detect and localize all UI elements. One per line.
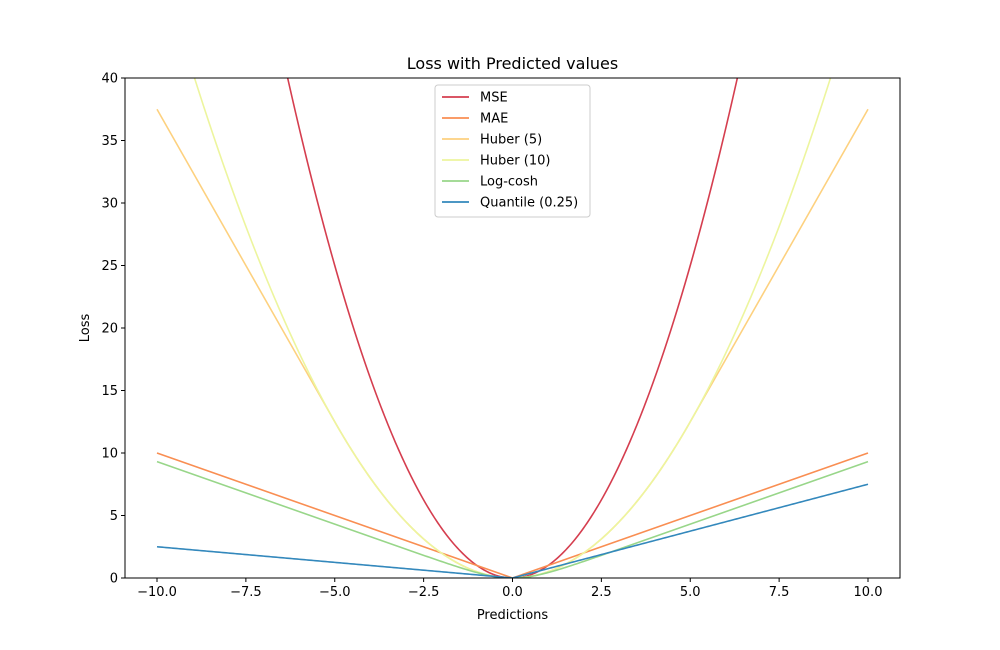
x-tick-label: 7.5 — [769, 585, 790, 600]
x-tick-label: 5.0 — [680, 585, 701, 600]
y-tick-label: 15 — [101, 384, 118, 399]
legend-entry-2: Huber (5) — [480, 133, 542, 148]
y-tick-label: 10 — [101, 447, 118, 462]
series-line-5 — [156, 483, 869, 578]
y-tick-label: 20 — [101, 322, 118, 337]
y-tick-label: 30 — [101, 197, 118, 212]
legend-entry-0: MSE — [480, 91, 508, 106]
legend-entry-3: Huber (10) — [480, 154, 550, 169]
x-axis-label: Predictions — [477, 608, 549, 623]
series-line-3 — [193, 78, 832, 578]
chart-title: Loss with Predicted values — [407, 54, 618, 73]
x-tick-label: 0.0 — [502, 585, 523, 600]
x-tick-label: −7.5 — [230, 585, 262, 600]
x-tick-label: −2.5 — [408, 585, 440, 600]
legend-box — [434, 84, 591, 218]
legend-entry-4: Log-cosh — [480, 175, 538, 190]
series-group — [156, 78, 869, 578]
y-tick-label: 35 — [101, 134, 118, 149]
y-axis: 0 5 10 15 20 25 30 35 40 — [101, 72, 125, 587]
series-line-2 — [156, 108, 869, 578]
legend: MSE MAE Huber (5) Huber (10) Log-cosh Quantil… — [434, 84, 591, 218]
y-tick-label: 0 — [110, 572, 118, 587]
y-tick-label: 40 — [101, 72, 118, 87]
legend-entry-1: MAE — [480, 112, 508, 127]
x-tick-label: 10.0 — [854, 585, 883, 600]
y-axis-label: Loss — [78, 314, 93, 343]
series-line-4 — [156, 460, 869, 578]
x-tick-label: −5.0 — [319, 585, 351, 600]
legend-entry-5: Quantile (0.25) — [480, 196, 578, 211]
x-tick-label: −10.0 — [137, 585, 177, 600]
y-tick-label: 5 — [110, 509, 118, 524]
y-tick-label: 25 — [101, 259, 118, 274]
series-line-1 — [156, 452, 869, 578]
x-tick-label: 2.5 — [591, 585, 612, 600]
x-axis: −10.0 −7.5 −5.0 −2.5 0.0 2.5 5.0 7.5 10.0 — [137, 578, 882, 600]
